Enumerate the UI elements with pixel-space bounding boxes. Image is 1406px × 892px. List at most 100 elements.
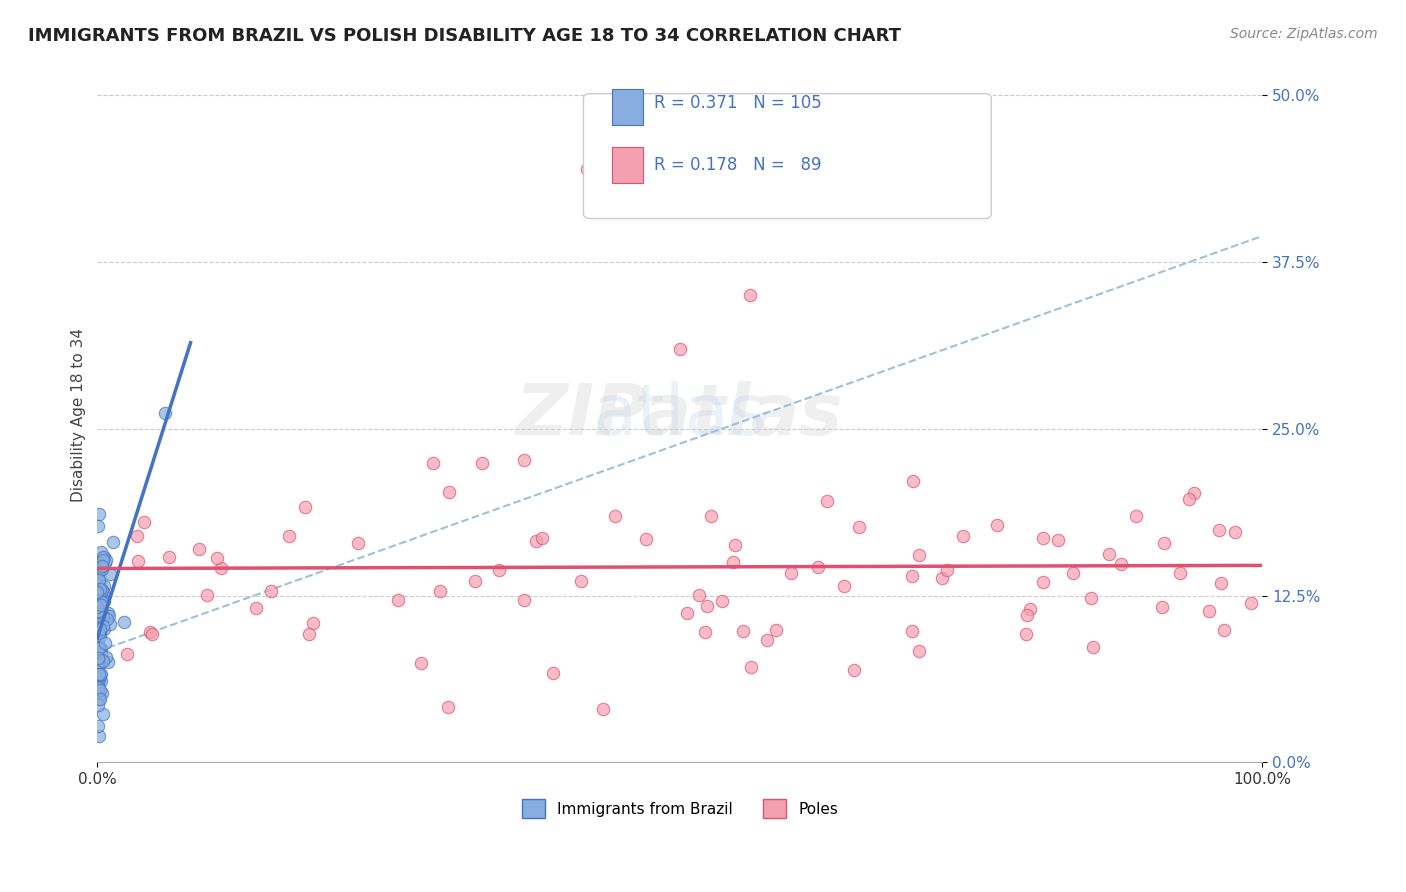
Point — [669, 342, 692, 356]
Point — [91, 610, 114, 624]
Point — [90, 642, 112, 657]
Point — [294, 500, 316, 515]
Point — [676, 606, 699, 620]
Point — [86, 640, 108, 654]
Text: Source: ZipAtlas.com: Source: ZipAtlas.com — [1230, 27, 1378, 41]
Text: IMMIGRANTS FROM BRAZIL VS POLISH DISABILITY AGE 18 TO 34 CORRELATION CHART: IMMIGRANTS FROM BRAZIL VS POLISH DISABIL… — [28, 27, 901, 45]
Point — [141, 626, 163, 640]
Point — [848, 520, 870, 534]
Point — [96, 552, 118, 566]
Point — [87, 607, 110, 622]
Point — [90, 674, 112, 689]
Point — [89, 667, 111, 681]
Point — [1032, 531, 1054, 545]
Point — [112, 615, 135, 630]
Point — [901, 569, 924, 583]
Point — [97, 655, 120, 669]
Point — [87, 614, 110, 628]
Point — [89, 563, 111, 577]
Point — [90, 559, 112, 574]
Point — [278, 529, 301, 543]
Point — [86, 577, 108, 591]
Point — [89, 561, 111, 575]
Point — [245, 601, 267, 615]
Point — [429, 584, 451, 599]
Point — [89, 620, 111, 634]
Point — [592, 702, 614, 716]
Point — [901, 624, 924, 638]
Point — [87, 575, 110, 590]
Point — [832, 579, 855, 593]
Point — [1046, 533, 1069, 547]
Point — [91, 619, 114, 633]
Point — [1209, 576, 1232, 591]
Point — [86, 591, 108, 606]
Point — [89, 563, 111, 577]
Point — [842, 663, 865, 677]
Point — [87, 573, 110, 587]
Point — [87, 681, 110, 696]
Point — [90, 604, 112, 618]
Point — [437, 484, 460, 499]
Point — [87, 619, 110, 633]
Point — [731, 624, 754, 638]
Point — [91, 550, 114, 565]
Point — [139, 624, 162, 639]
Point — [1208, 524, 1230, 538]
Point — [87, 641, 110, 656]
Point — [807, 560, 830, 574]
Point — [89, 625, 111, 640]
Point — [86, 600, 108, 615]
Point — [87, 626, 110, 640]
Point — [1182, 485, 1205, 500]
Point — [91, 595, 114, 609]
Point — [488, 563, 510, 577]
Point — [1240, 596, 1263, 610]
Point — [87, 673, 110, 687]
Point — [91, 654, 114, 668]
Point — [1125, 509, 1147, 524]
Point — [931, 571, 953, 585]
Point — [86, 698, 108, 712]
Point — [86, 617, 108, 632]
Point — [101, 534, 124, 549]
Point — [693, 624, 716, 639]
Point — [86, 611, 108, 625]
Point — [636, 533, 658, 547]
Point — [90, 667, 112, 681]
Point — [298, 627, 321, 641]
Point — [710, 593, 733, 607]
Point — [513, 592, 536, 607]
Point — [901, 475, 924, 489]
Point — [90, 686, 112, 700]
Point — [87, 651, 110, 665]
Point — [90, 561, 112, 575]
Point — [721, 555, 744, 569]
Point — [93, 623, 115, 637]
Point — [98, 608, 121, 623]
Point — [952, 528, 974, 542]
Point — [90, 545, 112, 559]
Point — [1109, 557, 1132, 571]
Point — [97, 606, 120, 620]
Point — [90, 590, 112, 604]
Point — [87, 656, 110, 670]
Point — [1015, 627, 1038, 641]
Point — [115, 648, 138, 662]
Point — [157, 549, 180, 564]
Point — [87, 673, 110, 687]
Point — [87, 604, 110, 618]
Point — [89, 641, 111, 656]
Point — [89, 650, 111, 665]
Point — [1223, 524, 1246, 539]
Point — [87, 641, 110, 656]
Point — [1213, 623, 1236, 637]
Point — [302, 615, 325, 630]
Point — [90, 613, 112, 627]
Point — [87, 573, 110, 587]
Point — [87, 582, 110, 597]
Point — [569, 574, 592, 589]
Point — [87, 691, 110, 706]
Point — [1152, 600, 1174, 615]
Point — [1168, 566, 1191, 580]
